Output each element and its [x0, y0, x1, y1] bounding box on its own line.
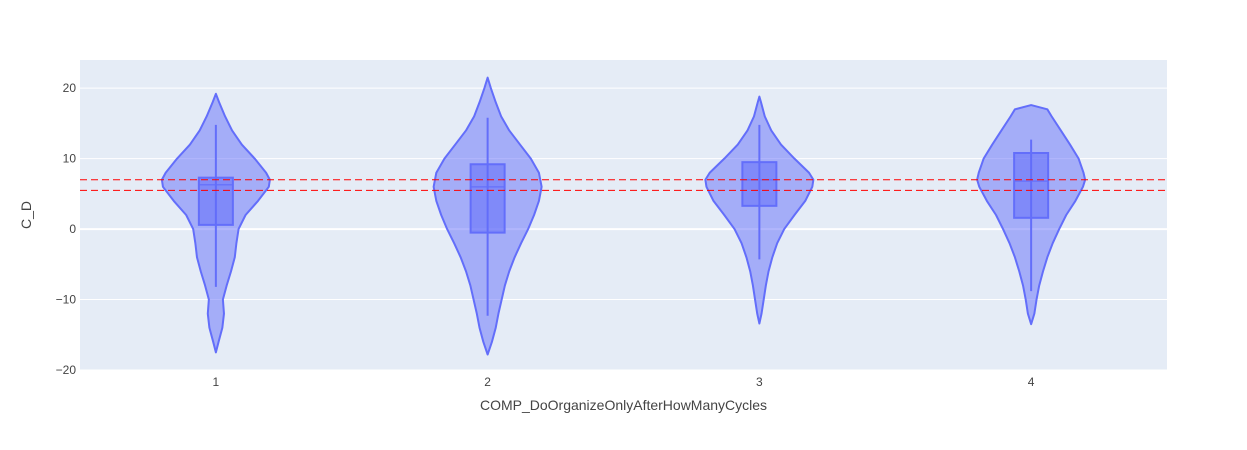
y-axis-title: C_D [18, 201, 34, 229]
violin-box [197, 176, 234, 226]
violin-3 [704, 95, 815, 325]
violin-box [741, 161, 778, 207]
x-tick-label: 2 [484, 375, 491, 389]
y-tick-label: 0 [69, 222, 76, 236]
violin-box [469, 163, 506, 234]
x-tick-label: 1 [213, 375, 220, 389]
reference-lines [80, 179, 1167, 191]
y-tick-label: −10 [56, 293, 77, 307]
violin-2 [432, 76, 543, 356]
y-tick-label: −20 [56, 363, 77, 377]
violins [160, 76, 1087, 356]
y-tick-labels: −20 −10 0 10 20 [56, 81, 77, 377]
x-tick-label: 4 [1028, 375, 1035, 389]
violin-box [1013, 152, 1050, 219]
plot-background [80, 60, 1167, 370]
violin-1 [160, 92, 271, 354]
x-tick-label: 3 [756, 375, 763, 389]
violin-4 [976, 104, 1087, 326]
y-tick-label: 10 [63, 152, 77, 166]
y-tick-label: 20 [63, 81, 77, 95]
gridlines [80, 87, 1167, 371]
x-tick-labels: 1 2 3 4 [213, 375, 1035, 389]
x-axis-title: COMP_DoOrganizeOnlyAfterHowManyCycles [480, 397, 767, 413]
